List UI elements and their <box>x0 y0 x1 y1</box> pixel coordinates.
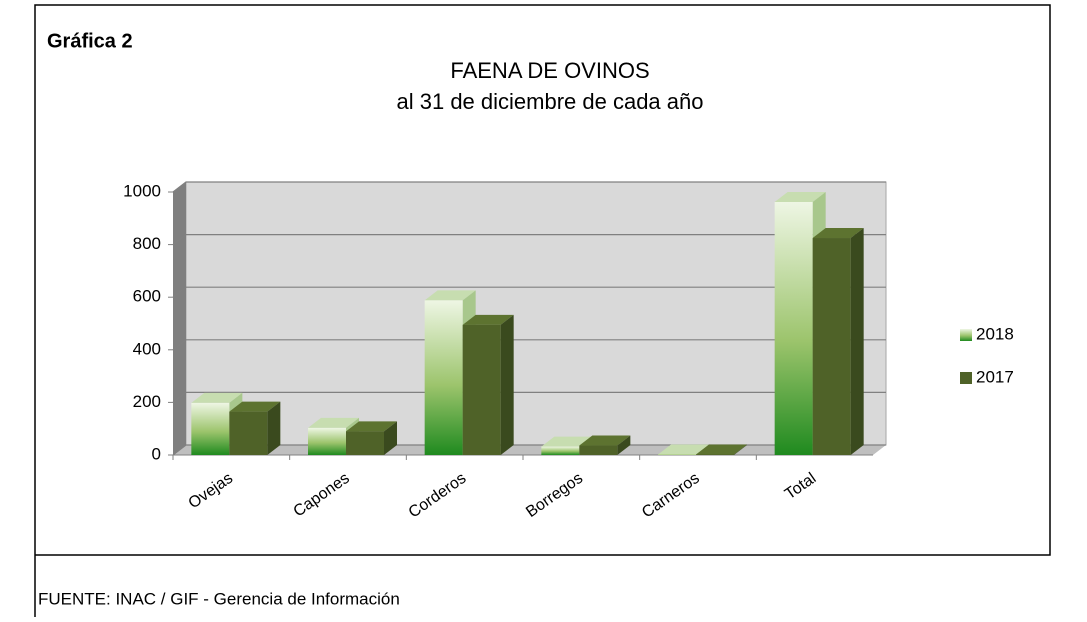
grid-line <box>172 181 886 193</box>
bar <box>424 300 463 455</box>
grid-line <box>172 391 886 403</box>
grid-line <box>172 286 886 298</box>
bar-top <box>658 444 709 455</box>
chart-title: FAENA DE OVINOS <box>450 58 649 83</box>
bar <box>191 402 230 455</box>
bar-top <box>229 401 281 412</box>
grid-line <box>172 339 886 351</box>
legend-label: 2017 <box>976 367 1014 386</box>
bar-top <box>346 421 397 432</box>
x-tick-label: Capones <box>290 470 352 521</box>
grid-line <box>172 444 886 456</box>
legend-swatch <box>960 372 972 384</box>
bar-side <box>500 314 514 455</box>
bar-side <box>384 421 397 455</box>
bar <box>346 431 384 455</box>
side-wall <box>173 182 186 455</box>
bar-top <box>812 228 864 239</box>
frame <box>34 4 1051 617</box>
x-tick-label: Ovejas <box>186 470 237 513</box>
bar-side <box>617 435 631 455</box>
y-tick-label: 800 <box>133 234 161 253</box>
x-tick-label: Corderos <box>406 470 470 522</box>
bar <box>579 445 618 455</box>
legend-label: 2018 <box>976 324 1014 343</box>
bar-top <box>308 417 359 428</box>
source: FUENTE: INAC / GIF - Gerencia de Informa… <box>38 589 400 608</box>
bar <box>462 324 501 455</box>
bar-side <box>267 401 281 455</box>
bar-top <box>774 191 826 202</box>
bar <box>229 411 268 455</box>
bar <box>696 454 734 455</box>
grid-line <box>172 234 886 246</box>
figure-label: Gráfica 2 <box>47 30 133 52</box>
y-tick-label: 200 <box>133 392 161 411</box>
bar-top <box>579 435 631 446</box>
y-tick-label: 400 <box>133 339 161 358</box>
bar <box>541 446 580 455</box>
x-tick-label: Total <box>782 470 819 503</box>
y-tick-label: 600 <box>133 287 161 306</box>
legend-swatch <box>960 329 972 341</box>
bar-top <box>462 314 514 325</box>
bar <box>812 238 851 455</box>
bar-side <box>850 228 864 455</box>
chart-subtitle: al 31 de diciembre de cada año <box>397 89 704 114</box>
bar-side <box>734 444 747 455</box>
bar-top <box>696 444 747 455</box>
bar <box>774 201 813 455</box>
x-tick-label: Borregos <box>523 470 586 521</box>
bar <box>308 427 346 455</box>
bar-top <box>424 290 476 301</box>
y-tick-label: 1000 <box>123 181 161 200</box>
bar-top <box>541 436 593 447</box>
y-tick-label: 0 <box>152 444 161 463</box>
x-tick-label: Carneros <box>639 470 703 522</box>
bar <box>658 454 696 455</box>
bar-top <box>191 392 243 403</box>
